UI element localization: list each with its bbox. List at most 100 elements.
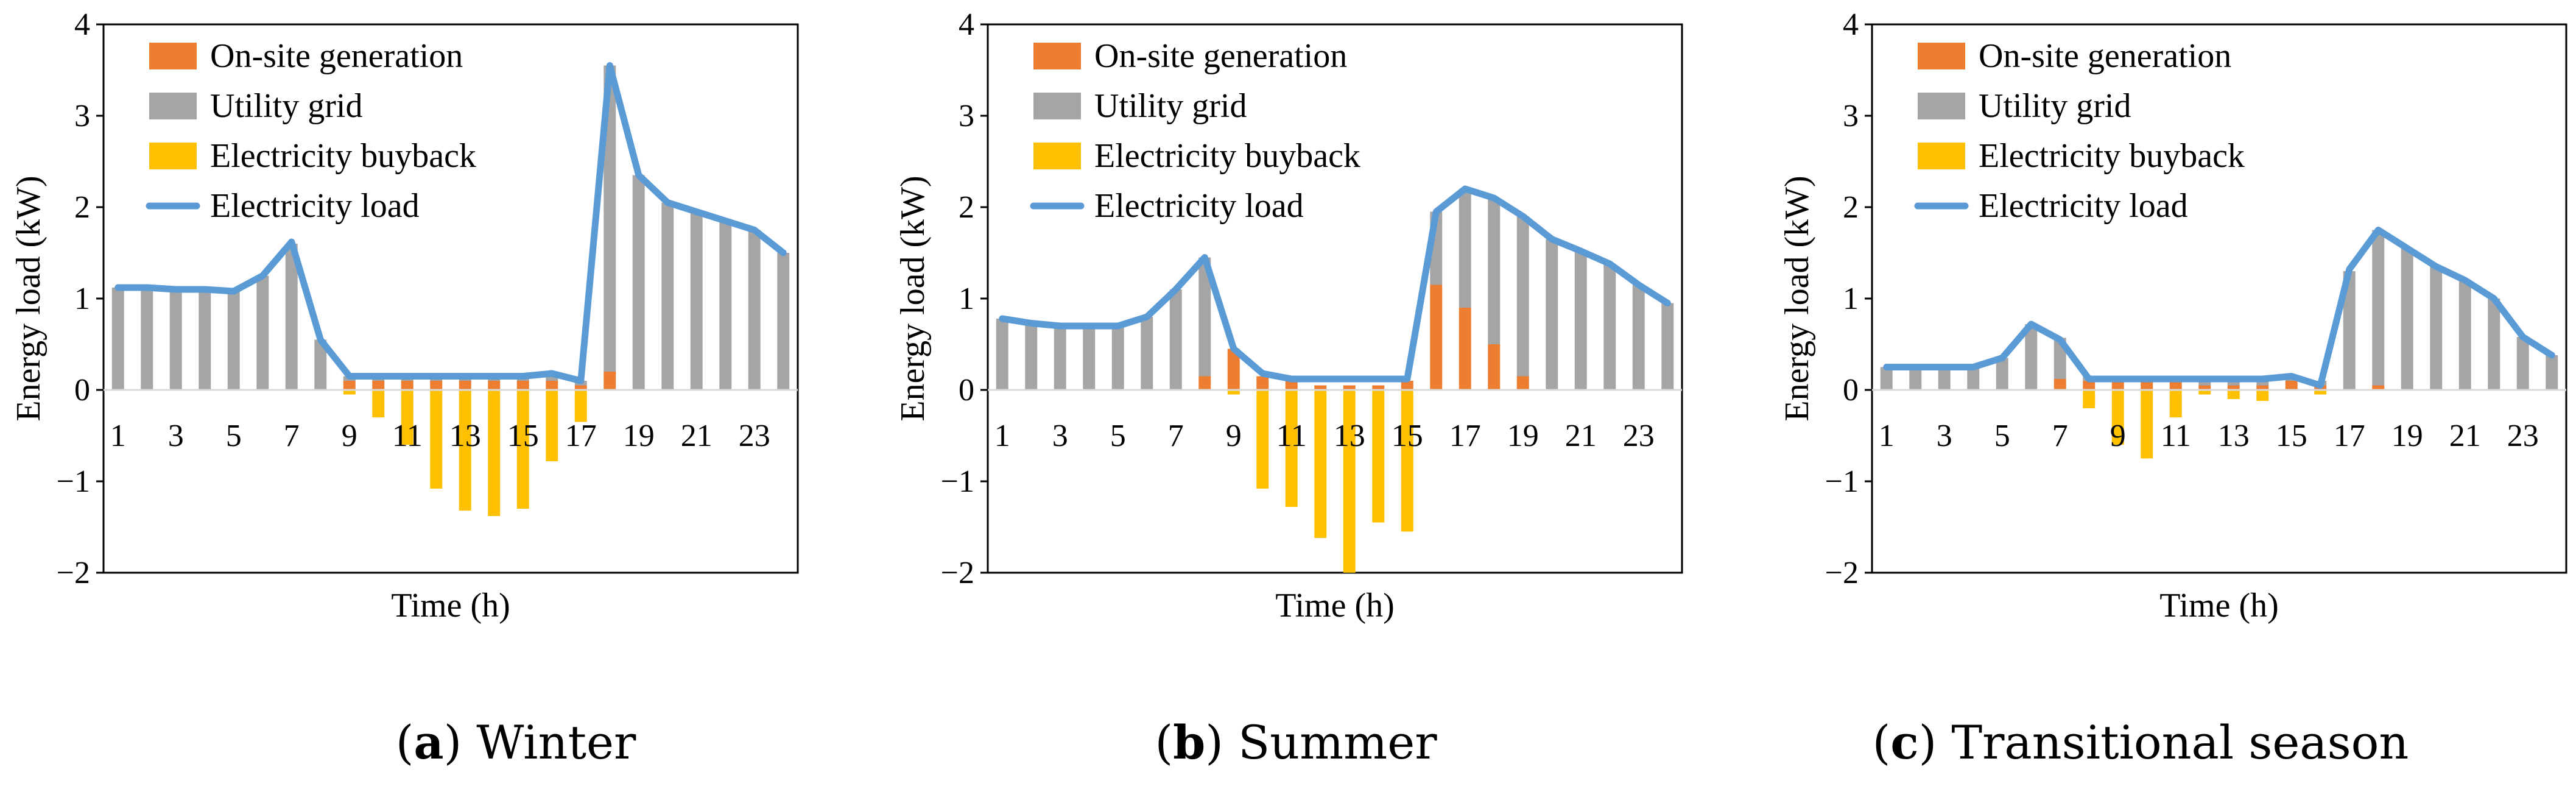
line-electricity-load: [999, 185, 1671, 383]
bar-onsite-generation: [2198, 385, 2211, 390]
x-tick-label: 5: [1110, 419, 1126, 453]
bar-utility-grid: [1083, 326, 1096, 390]
bar-utility-grid: [1880, 367, 1893, 390]
bar-electricity-buyback: [1256, 390, 1269, 489]
legend-electricity-load-label: Electricity load: [1979, 187, 2188, 225]
x-tick-label: 7: [284, 419, 300, 453]
x-tick-label: 1: [994, 419, 1010, 453]
x-tick-label: 17: [2334, 419, 2365, 453]
bar-utility-grid: [1111, 326, 1124, 390]
legend-onsite-generation-label: On-site generation: [210, 37, 463, 75]
bar-electricity-buyback: [2169, 390, 2182, 417]
bar-electricity-buyback: [1343, 390, 1356, 573]
bar-electricity-buyback: [2256, 390, 2269, 401]
y-tick-label: 4: [1843, 7, 1859, 42]
bar-utility-grid: [2430, 266, 2443, 390]
y-axis-label: Energy load (kW): [1778, 175, 1816, 421]
y-axis-label: Energy load (kW): [894, 175, 932, 421]
legend-onsite-generation-swatch: [149, 43, 197, 69]
bar-onsite-generation: [401, 381, 413, 390]
legend-electricity-buyback-label: Electricity buyback: [210, 137, 476, 175]
bar-onsite-generation: [516, 381, 529, 390]
bar-electricity-buyback: [2141, 390, 2153, 459]
bar-onsite-generation: [574, 385, 587, 390]
bar-electricity-buyback: [1285, 390, 1298, 507]
bar-utility-grid: [2198, 381, 2211, 386]
y-tick-label: 2: [74, 190, 90, 225]
y-tick-label: −2: [941, 556, 974, 590]
bar-electricity-buyback: [2314, 390, 2327, 395]
bar-utility-grid: [2227, 381, 2240, 386]
bar-onsite-generation: [430, 381, 443, 390]
x-tick-label: 23: [739, 419, 770, 453]
bar-electricity-buyback: [546, 390, 558, 461]
legend-onsite-generation-swatch: [1918, 43, 1965, 69]
legend-utility-grid-label: Utility grid: [210, 87, 362, 125]
bar-electricity-buyback: [488, 390, 501, 516]
x-tick-label: 13: [2218, 419, 2250, 453]
bar-utility-grid: [1141, 317, 1153, 390]
x-tick-label: 7: [1168, 419, 1184, 453]
bar-onsite-generation: [1198, 376, 1211, 390]
bar-utility-grid: [1574, 251, 1587, 390]
x-tick-label: 21: [681, 419, 713, 453]
y-tick-label: 3: [1843, 99, 1859, 133]
x-tick-label: 7: [2052, 419, 2068, 453]
y-axis-label: Energy load (kW): [10, 175, 48, 421]
bar-onsite-generation: [2083, 381, 2096, 390]
y-tick-label: 2: [959, 190, 974, 225]
bar-utility-grid: [661, 202, 674, 390]
line-electricity-load: [1883, 227, 2555, 389]
bar-utility-grid: [314, 339, 327, 390]
legend-onsite-generation-swatch: [1033, 43, 1081, 69]
legend-electricity-load-label: Electricity load: [1094, 187, 1304, 225]
bar-electricity-buyback: [2111, 390, 2124, 445]
bar-electricity-buyback: [401, 390, 413, 445]
bar-electricity-buyback: [2198, 390, 2211, 395]
legend-onsite-generation-label: On-site generation: [1979, 37, 2231, 75]
bar-utility-grid: [748, 230, 761, 390]
bar-utility-grid: [199, 289, 211, 390]
bar-onsite-generation: [1401, 381, 1413, 390]
x-tick-label: 15: [1392, 419, 1423, 453]
legend-electricity-buyback-label: Electricity buyback: [1094, 137, 1360, 175]
bar-electricity-buyback: [2227, 390, 2240, 399]
bar-utility-grid: [632, 175, 645, 390]
x-tick-label: 13: [449, 419, 481, 453]
x-axis-label: Time (h): [1275, 587, 1395, 624]
bar-utility-grid: [256, 275, 269, 390]
bar-utility-grid: [2256, 381, 2269, 386]
caption-b: (b) Summer: [1155, 715, 1437, 770]
legend-onsite-generation-label: On-site generation: [1094, 37, 1347, 75]
bar-utility-grid: [1025, 323, 1038, 390]
bar-utility-grid: [285, 244, 298, 390]
y-tick-label: 4: [74, 7, 90, 42]
legend-utility-grid-label: Utility grid: [1094, 87, 1247, 125]
bar-onsite-generation: [1372, 385, 1385, 390]
bar-utility-grid: [719, 221, 732, 390]
bar-onsite-generation: [2111, 381, 2124, 390]
caption-a: (a) Winter: [396, 715, 636, 770]
bar-utility-grid: [2401, 248, 2413, 390]
bar-utility-grid: [1054, 326, 1066, 390]
bar-onsite-generation: [1256, 376, 1269, 390]
x-tick-label: 11: [1276, 419, 1307, 453]
x-tick-label: 9: [2110, 419, 2126, 453]
bar-onsite-generation: [2227, 385, 2240, 390]
bar-electricity-buyback: [2083, 390, 2096, 408]
bar-onsite-generation: [604, 372, 616, 390]
bar-onsite-generation: [1285, 381, 1298, 390]
bar-utility-grid: [2516, 337, 2529, 390]
caption-c: (c) Transitional season: [1873, 715, 2409, 770]
bar-utility-grid: [546, 376, 558, 381]
bar-onsite-generation: [1516, 376, 1529, 390]
x-tick-label: 23: [2507, 419, 2539, 453]
x-tick-label: 21: [2449, 419, 2481, 453]
bar-onsite-generation: [343, 381, 356, 390]
legend-utility-grid-swatch: [1033, 93, 1081, 119]
bar-utility-grid: [169, 289, 182, 390]
bar-onsite-generation: [1314, 385, 1327, 390]
y-tick-label: −1: [57, 464, 90, 499]
